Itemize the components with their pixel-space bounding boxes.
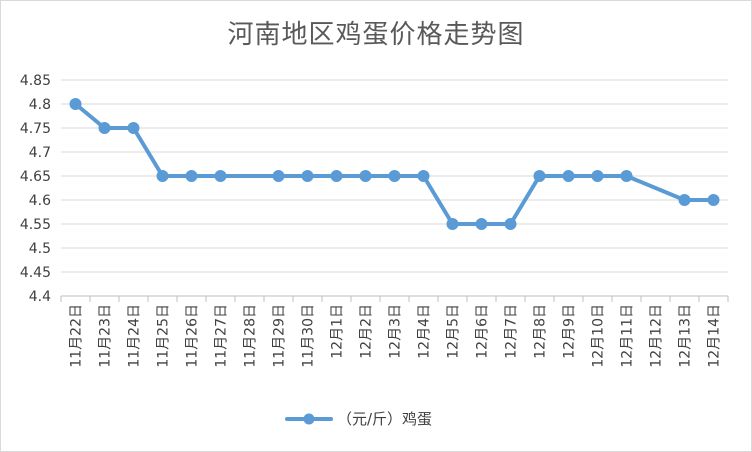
y-tick-label: 4.4: [29, 289, 51, 305]
x-tick-label: 11月26日: [185, 304, 201, 368]
x-tick-label: 11月27日: [214, 304, 230, 368]
y-tick-label: 4.7: [29, 145, 51, 161]
data-point: [475, 218, 488, 230]
x-tick-label: 12月6日: [475, 304, 491, 359]
data-point: [301, 170, 314, 182]
x-tick-label: 12月5日: [446, 304, 462, 359]
legend-label: （元/斤）鸡蛋: [337, 410, 432, 428]
x-tick-label: 12月8日: [533, 304, 549, 359]
data-point: [562, 170, 575, 182]
x-tick-label: 12月12日: [649, 304, 665, 368]
y-tick-label: 4.8: [29, 97, 51, 113]
y-tick-label: 4.85: [20, 73, 51, 89]
x-tick-label: 11月22日: [69, 304, 85, 368]
y-tick-label: 4.6: [29, 193, 51, 209]
y-tick-label: 4.55: [20, 217, 51, 233]
x-tick-label: 12月1日: [330, 304, 346, 359]
data-point: [214, 170, 227, 182]
data-point: [620, 170, 633, 182]
data-point: [359, 170, 372, 182]
x-tick-label: 11月23日: [98, 304, 114, 368]
x-tick-label: 11月25日: [156, 304, 172, 368]
x-tick-label: 12月7日: [504, 304, 520, 359]
x-tick-label: 12月4日: [417, 304, 433, 359]
series-line: [73, 102, 716, 226]
data-point: [156, 170, 169, 182]
data-point: [678, 194, 691, 206]
x-tick-label: 12月2日: [359, 304, 375, 359]
data-point: [504, 218, 517, 230]
x-tick-label: 11月28日: [243, 304, 259, 368]
data-point: [98, 122, 111, 134]
x-tick-label: 12月14日: [707, 304, 723, 368]
data-point: [533, 170, 546, 182]
data-point: [446, 218, 459, 230]
data-point: [388, 170, 401, 182]
data-point: [707, 194, 720, 206]
chart-title: 河南地区鸡蛋价格走势图: [227, 20, 525, 50]
y-tick-label: 4.75: [20, 121, 51, 137]
legend-marker: [303, 413, 315, 425]
data-point: [69, 98, 82, 110]
y-tick-label: 4.65: [20, 169, 51, 185]
x-tick-label: 12月3日: [388, 304, 404, 359]
x-tick-label: 12月9日: [562, 304, 578, 359]
data-point: [417, 170, 430, 182]
x-tick-label: 12月13日: [678, 304, 694, 368]
data-point: [591, 170, 604, 182]
x-tick-label: 12月11日: [620, 304, 636, 368]
data-point: [330, 170, 343, 182]
y-tick-label: 4.5: [29, 241, 51, 257]
data-point: [127, 122, 140, 134]
x-tick-label: 11月29日: [272, 304, 288, 368]
data-point: [272, 170, 285, 182]
x-tick-label: 12月10日: [591, 304, 607, 368]
y-tick-label: 4.45: [20, 265, 51, 281]
x-tick-label: 11月24日: [127, 304, 143, 368]
data-point: [185, 170, 198, 182]
x-tick-label: 11月30日: [301, 304, 317, 368]
